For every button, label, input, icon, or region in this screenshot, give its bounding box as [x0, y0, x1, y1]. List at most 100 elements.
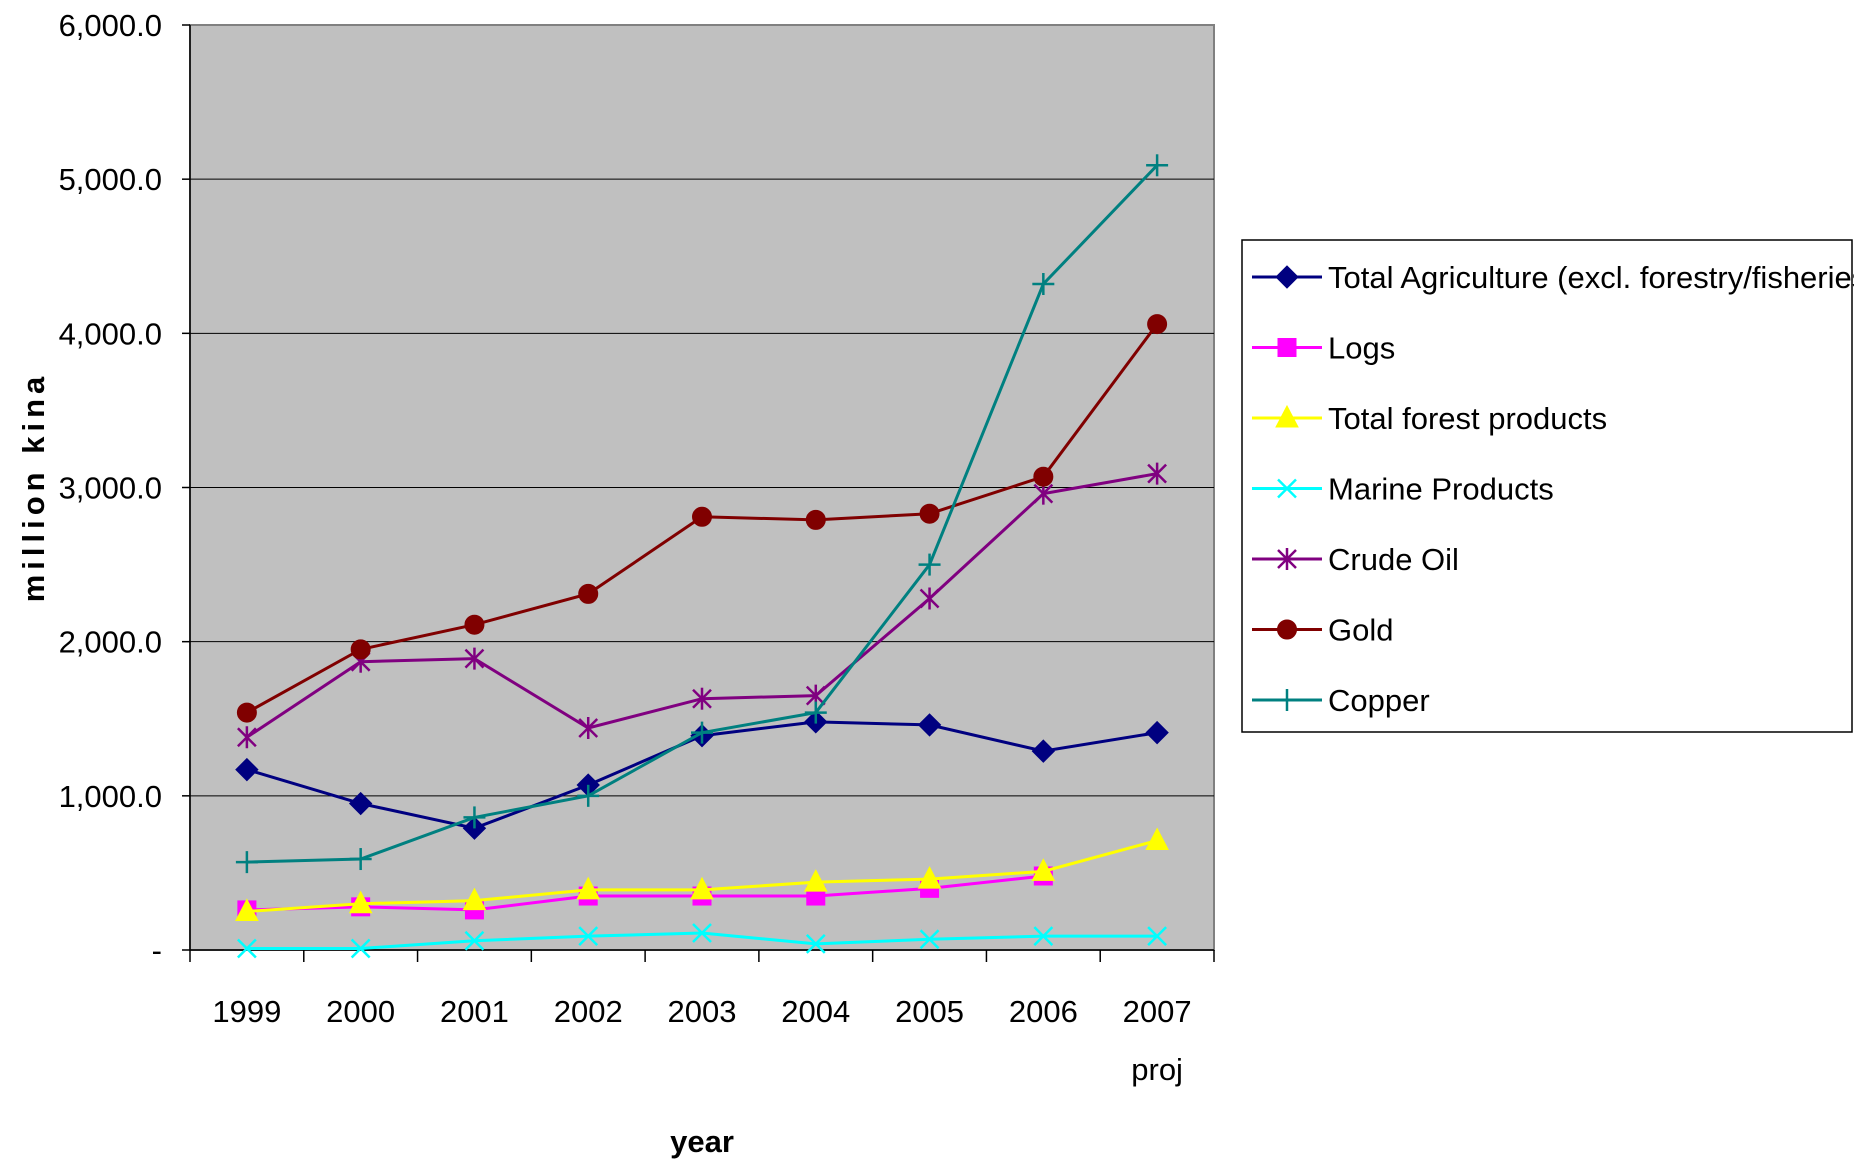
y-tick-label: 2,000.0 [59, 625, 162, 660]
data-point [919, 587, 940, 610]
x-tick-label: 2007 [1123, 994, 1192, 1029]
legend-marker [1277, 478, 1297, 499]
x-tick-label: 2001 [440, 994, 509, 1029]
series [235, 154, 1169, 959]
data-point [464, 614, 485, 635]
legend-entry: Total Agriculture (excl. forestry/fisher… [1252, 260, 1854, 295]
data-point [578, 926, 599, 947]
legend-entry: Logs [1252, 331, 1395, 366]
data-point [577, 784, 600, 807]
data-point [1145, 827, 1169, 851]
y-tick-label: 1,000.0 [59, 779, 162, 814]
marker-stroke [237, 938, 257, 959]
data-point [350, 938, 371, 959]
data-point [462, 887, 487, 911]
marker-stroke [692, 923, 712, 943]
x-tick-label: 2005 [895, 994, 964, 1029]
marker-stroke [919, 929, 940, 950]
data-point [1033, 926, 1054, 947]
legend-entry: Total forest products [1252, 401, 1607, 436]
data-point [1147, 462, 1167, 485]
data-point [919, 503, 940, 524]
marker-stroke [1147, 926, 1167, 947]
data-point [235, 898, 259, 921]
legend-entry: Copper [1252, 683, 1430, 718]
legend-label: Marine Products [1328, 472, 1554, 507]
data-point [917, 713, 942, 737]
data-point [236, 702, 257, 723]
data-point [349, 848, 372, 871]
series-copper [235, 154, 1169, 874]
data-point [350, 639, 371, 660]
legend-label: Crude Oil [1328, 542, 1459, 577]
legend-label: Gold [1328, 613, 1393, 648]
data-point [578, 583, 599, 604]
x-tick-label: 2003 [668, 994, 737, 1029]
series-total-forest-products [235, 827, 1169, 921]
axes: - 1,000.0 2,000.0 3,000.0 4,000.0 5,000.0 6,00… [59, 8, 1215, 1087]
legend-marker [1277, 619, 1297, 640]
series-gold [236, 314, 1168, 723]
legend: Total Agriculture (excl. forestry/fisher… [1241, 239, 1854, 733]
legend-label: Copper [1328, 683, 1430, 718]
data-point [691, 721, 713, 744]
data-point [463, 806, 486, 829]
legend-marker [1275, 265, 1299, 289]
data-point [1145, 720, 1169, 745]
marker-stroke [350, 938, 371, 959]
data-point [690, 876, 714, 900]
x-tick-label: 2006 [1009, 994, 1078, 1029]
data-point [918, 553, 941, 576]
data-point [464, 930, 485, 951]
data-point [692, 687, 712, 710]
x-axis-title: year [670, 1124, 734, 1159]
data-point [235, 757, 259, 782]
legend-entry: Gold [1252, 613, 1393, 648]
y-tick-label: 6,000.0 [59, 8, 162, 43]
data-point [1031, 739, 1056, 763]
data-point [237, 938, 257, 959]
y-tick-label: - [152, 933, 162, 968]
data-point [917, 866, 942, 889]
data-point [919, 929, 940, 950]
data-point [692, 923, 712, 943]
x-tick-label: 2002 [554, 994, 623, 1029]
marker-stroke [464, 930, 485, 951]
y-tick-label: 4,000.0 [59, 316, 162, 351]
legend-label: Total forest products [1328, 401, 1607, 436]
data-point [692, 506, 712, 527]
legend-marker [1277, 548, 1297, 570]
y-tick-label: 3,000.0 [59, 471, 162, 506]
legend-label: Total Agriculture (excl. forestry/fisher… [1328, 260, 1854, 295]
data-point [1146, 154, 1169, 177]
legend-marker [1277, 338, 1297, 357]
data-point [1031, 858, 1056, 881]
x-tick-label: 2004 [781, 994, 850, 1029]
legend-entry: Marine Products [1252, 472, 1554, 507]
data-point [1147, 926, 1167, 947]
legend-marker [1276, 689, 1298, 711]
data-point [803, 869, 828, 892]
data-point [1032, 273, 1055, 295]
y-axis-title: million kina [16, 372, 51, 603]
legend-marker [1275, 404, 1299, 428]
y-tick-label: 5,000.0 [59, 162, 162, 197]
legend-box [1241, 239, 1853, 733]
series-marine-products [237, 923, 1167, 959]
data-point [235, 851, 258, 874]
data-point [805, 933, 826, 954]
series-line [246, 874, 1044, 912]
data-point [1147, 314, 1168, 335]
x-tick-sublabel: proj [1131, 1052, 1183, 1087]
data-point [348, 890, 373, 914]
marker-stroke [1277, 478, 1297, 499]
data-point [464, 647, 485, 670]
data-point [805, 509, 826, 530]
marker-stroke [1033, 926, 1054, 947]
data-point [578, 717, 599, 739]
data-point [576, 876, 601, 900]
legend-label: Logs [1328, 331, 1395, 366]
legend-entry: Crude Oil [1252, 542, 1459, 577]
